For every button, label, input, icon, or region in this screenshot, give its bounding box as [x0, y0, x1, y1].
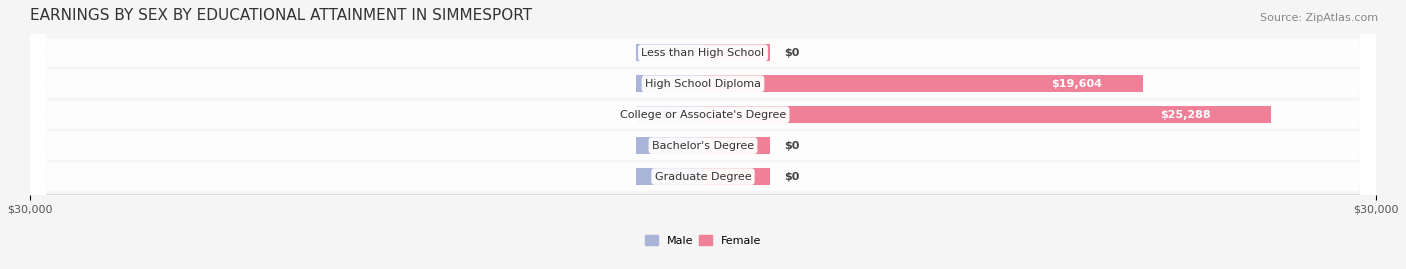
Bar — [703, 75, 1143, 92]
Bar — [636, 106, 703, 123]
FancyBboxPatch shape — [30, 0, 1376, 269]
Text: $0: $0 — [662, 172, 678, 182]
Bar — [703, 44, 770, 61]
Legend: Male, Female: Male, Female — [644, 235, 762, 246]
Text: $0: $0 — [662, 48, 678, 58]
Text: $0: $0 — [783, 172, 799, 182]
FancyBboxPatch shape — [30, 0, 1376, 269]
Text: $19,604: $19,604 — [1052, 79, 1102, 89]
Text: Bachelor's Degree: Bachelor's Degree — [652, 141, 754, 151]
Bar — [703, 137, 770, 154]
Text: $0: $0 — [783, 48, 799, 58]
FancyBboxPatch shape — [30, 0, 1376, 269]
FancyBboxPatch shape — [30, 0, 1376, 269]
Text: College or Associate's Degree: College or Associate's Degree — [620, 110, 786, 120]
FancyBboxPatch shape — [30, 0, 1376, 269]
Text: $0: $0 — [662, 79, 678, 89]
Text: EARNINGS BY SEX BY EDUCATIONAL ATTAINMENT IN SIMMESPORT: EARNINGS BY SEX BY EDUCATIONAL ATTAINMEN… — [30, 8, 531, 23]
Text: Graduate Degree: Graduate Degree — [655, 172, 751, 182]
Bar — [703, 168, 770, 185]
Text: $0: $0 — [662, 110, 678, 120]
Text: Source: ZipAtlas.com: Source: ZipAtlas.com — [1260, 13, 1378, 23]
Bar — [703, 106, 1271, 123]
Text: High School Diploma: High School Diploma — [645, 79, 761, 89]
Text: $0: $0 — [783, 141, 799, 151]
Bar — [636, 168, 703, 185]
Bar — [636, 44, 703, 61]
Text: Less than High School: Less than High School — [641, 48, 765, 58]
Bar — [636, 75, 703, 92]
Text: $25,288: $25,288 — [1160, 110, 1211, 120]
Bar — [636, 137, 703, 154]
Text: $0: $0 — [662, 141, 678, 151]
